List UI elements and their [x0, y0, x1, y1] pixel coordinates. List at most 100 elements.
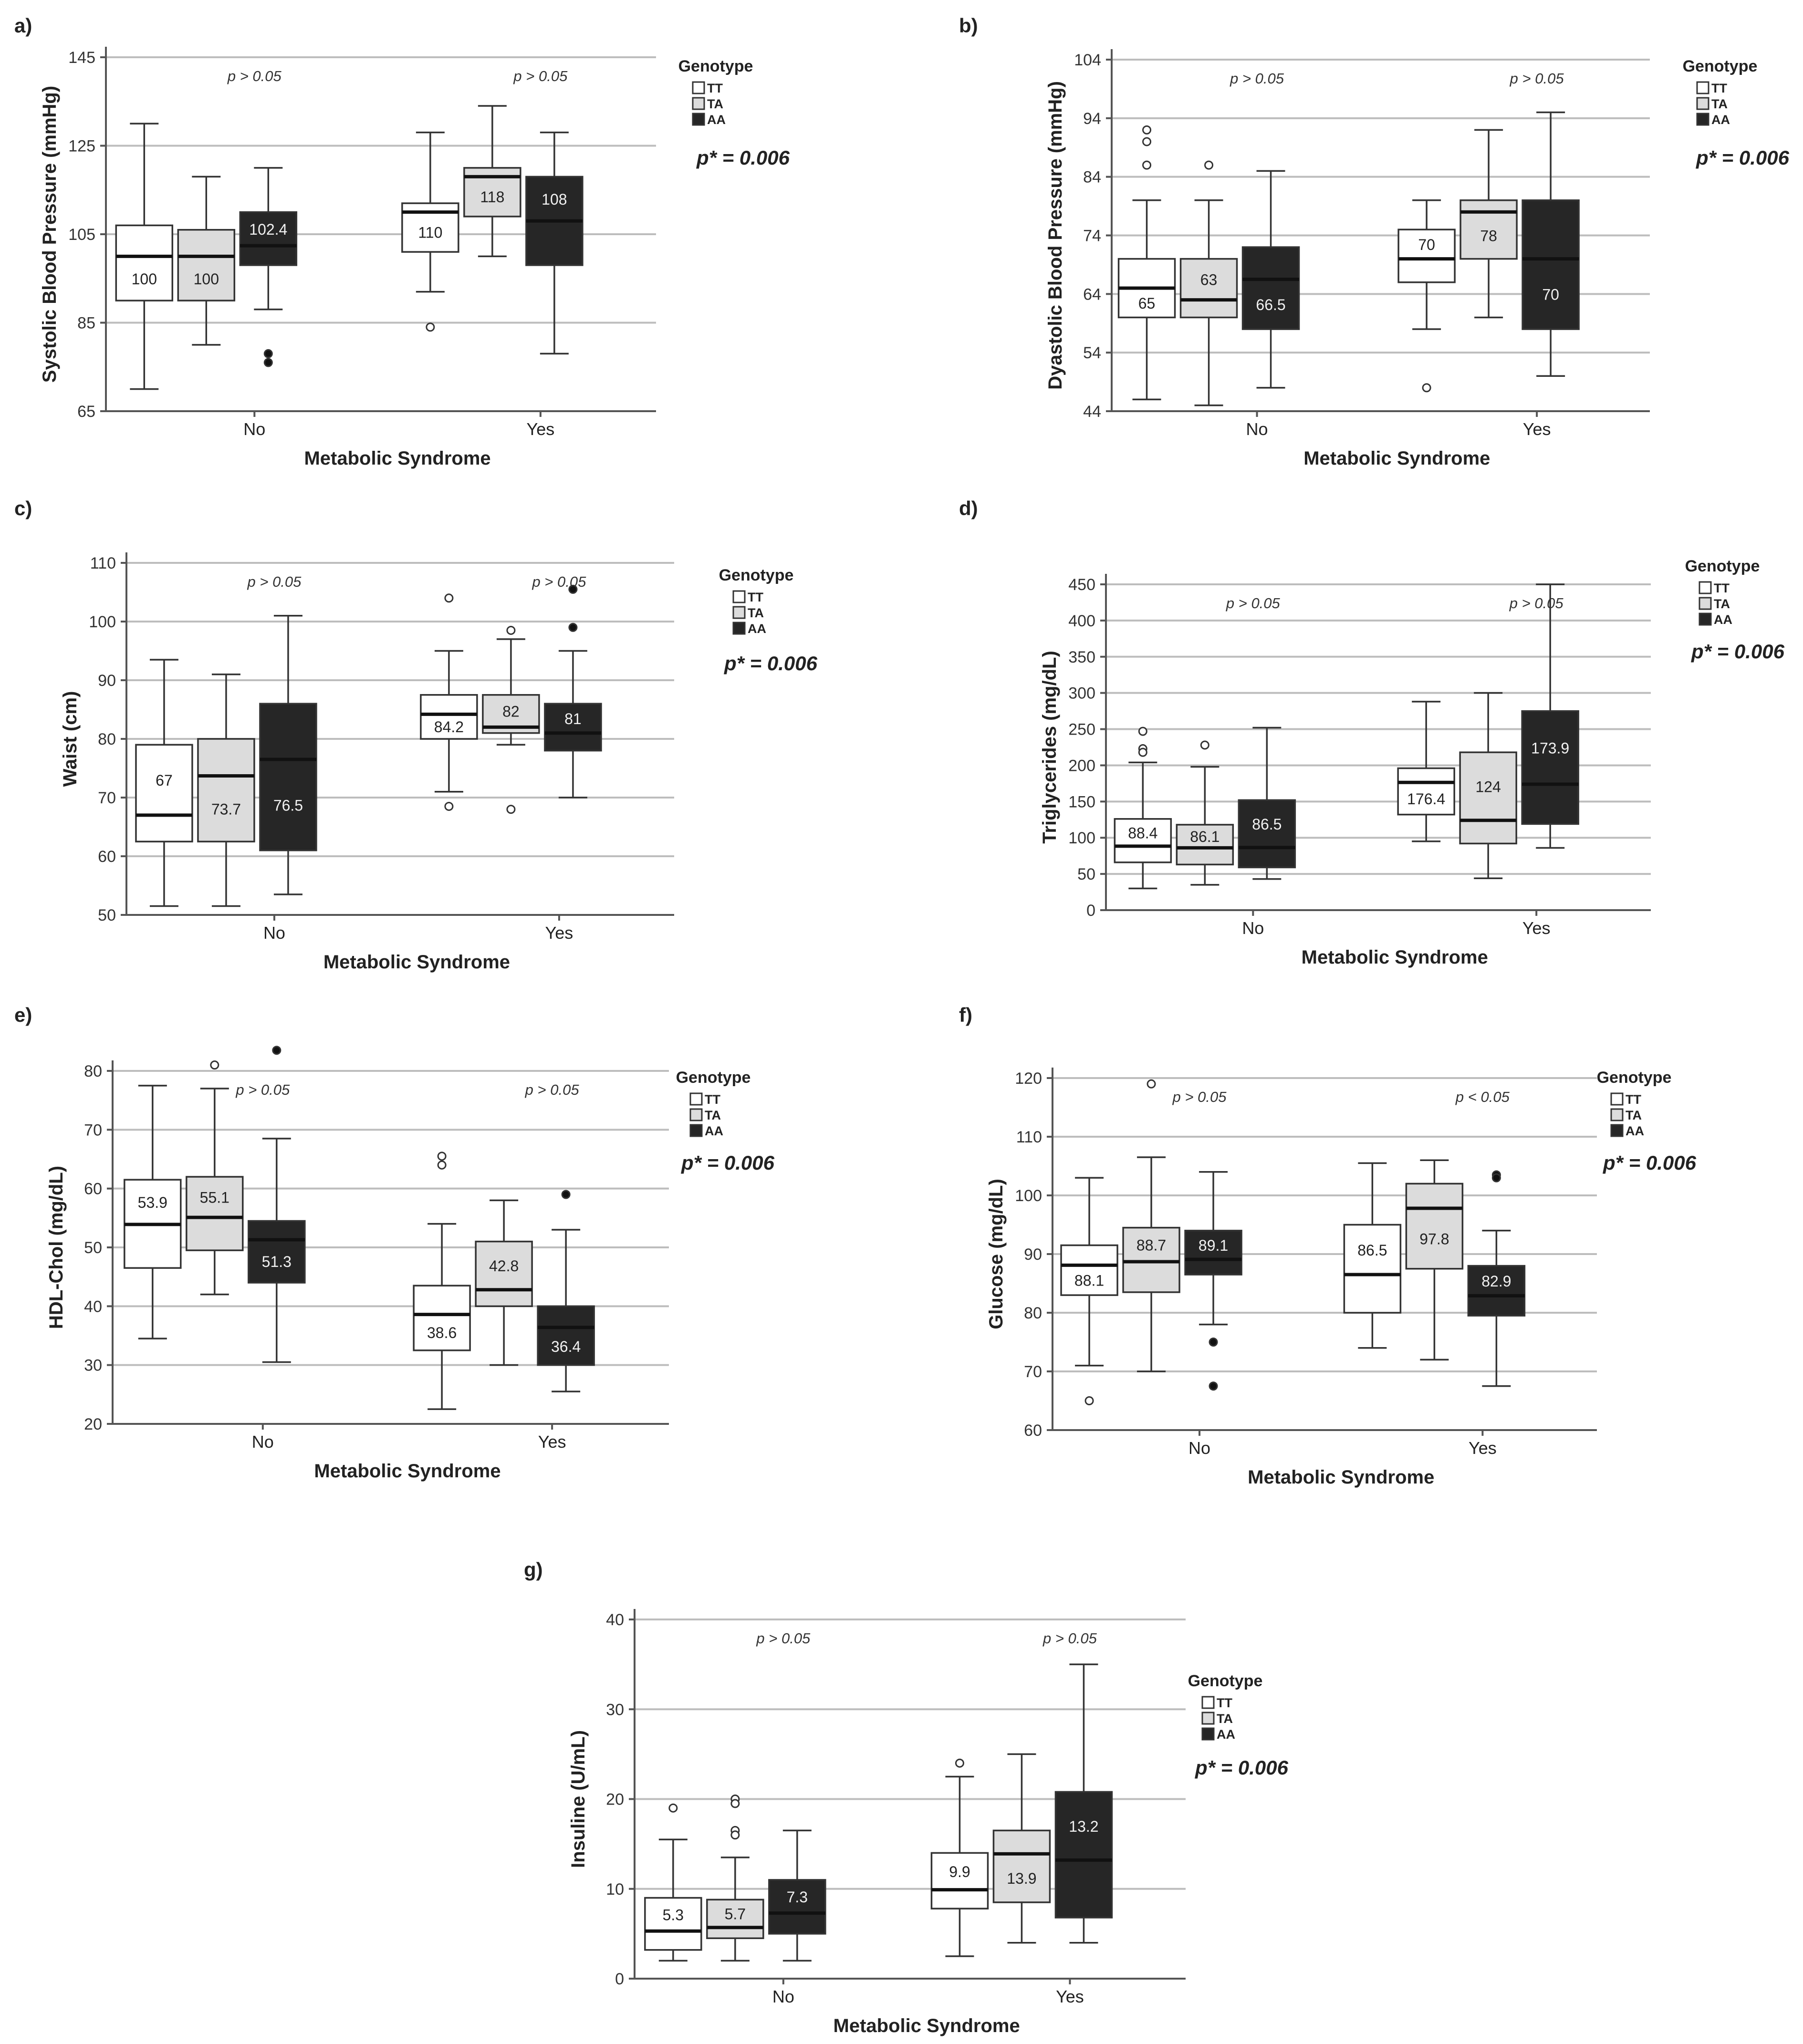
iqr-box — [1459, 199, 1518, 260]
group-p-value-yes: p < 0.05 — [1455, 1089, 1510, 1105]
y-tick-label: 105 — [68, 226, 95, 244]
legend-title: Genotype — [678, 57, 753, 75]
median-value-label: 9.9 — [949, 1863, 970, 1880]
outlier-point — [568, 584, 578, 594]
box-tt-no: 65 — [1117, 125, 1176, 401]
iqr-box — [1343, 1224, 1402, 1314]
panel-f: f) 60 70 80 90 100 110 120 Glucose (mg/dL) Metabo… — [959, 1004, 1697, 1488]
group-p-value-no: p > 0.05 — [756, 1630, 811, 1647]
outlier-point — [730, 1830, 740, 1840]
iqr-box — [768, 1879, 826, 1935]
y-tick-label: 110 — [90, 554, 116, 572]
panel-b: b) 44 54 64 74 84 94 104 Dyastolic Blood Pressur… — [959, 14, 1790, 469]
median-value-label: 176.4 — [1407, 790, 1445, 808]
y-tick-label: 60 — [98, 848, 116, 866]
legend-label-ta: TA — [705, 1108, 721, 1122]
box-aa-no: 86.5 — [1238, 726, 1296, 880]
median-value-label: 88.7 — [1136, 1236, 1166, 1254]
box-aa-yes: 108 — [525, 131, 584, 355]
overall-p-value: p* = 0.006 — [696, 146, 790, 169]
outlier-point — [506, 625, 516, 635]
median-value-label: 89.1 — [1199, 1237, 1228, 1254]
outlier-point — [568, 623, 578, 632]
legend-swatch-aa — [1699, 612, 1712, 626]
median-value-label: 66.5 — [1256, 296, 1285, 313]
y-tick-label: 64 — [1083, 285, 1101, 303]
iqr-box — [1521, 710, 1579, 825]
median-value-label: 100 — [194, 270, 219, 288]
legend-swatch-tt — [689, 1092, 703, 1106]
overall-p-value: p* = 0.006 — [681, 1152, 775, 1174]
legend-label-ta: TA — [1217, 1712, 1233, 1726]
box-aa-yes: 13.2 — [1054, 1663, 1113, 1944]
outlier-point — [1146, 1079, 1156, 1089]
legend-label-aa: AA — [1217, 1727, 1235, 1742]
box-tt-yes: 86.5 — [1343, 1162, 1402, 1349]
panel-c-letter: c) — [14, 497, 32, 519]
box-ta-yes: 42.8 — [475, 1199, 533, 1366]
iqr-box — [1054, 1791, 1113, 1919]
legend-label-tt: TT — [1714, 581, 1730, 595]
y-axis-title: HDL-Chol (mg/dL) — [46, 1166, 67, 1329]
iqr-box — [239, 211, 298, 266]
y-tick-label: 145 — [68, 49, 95, 67]
iqr-box — [248, 1220, 306, 1284]
panel-b-letter: b) — [959, 14, 978, 37]
median-value-label: 82 — [502, 703, 520, 720]
outlier-point — [1422, 383, 1431, 393]
y-tick-label: 10 — [606, 1880, 624, 1899]
group-p-value-yes: p > 0.05 — [513, 68, 568, 84]
x-tick-label-yes: Yes — [1522, 918, 1551, 938]
y-tick-label: 20 — [606, 1791, 624, 1809]
box-tt-yes: 38.6 — [413, 1152, 471, 1410]
box-ta-no: 5.7 — [706, 1795, 764, 1962]
overall-p-value: p* = 0.006 — [1603, 1152, 1697, 1174]
box-tt-no: 100 — [115, 123, 174, 390]
y-tick-label: 30 — [84, 1357, 102, 1375]
iqr-box — [537, 1305, 595, 1366]
iqr-box — [1397, 767, 1455, 816]
overall-p-value: p* = 0.006 — [1691, 640, 1785, 663]
y-tick-label: 50 — [84, 1239, 102, 1257]
y-tick-label: 60 — [84, 1180, 102, 1198]
overall-p-value: p* = 0.006 — [724, 652, 818, 674]
y-axis-title: Glucose (mg/dL) — [986, 1179, 1007, 1329]
legend-swatch-ta — [1610, 1108, 1624, 1121]
iqr-box — [930, 1852, 989, 1909]
iqr-box — [544, 703, 602, 752]
outlier-point — [444, 593, 454, 603]
box-ta-yes: 118 — [463, 105, 521, 258]
y-tick-label: 84 — [1083, 168, 1101, 187]
outlier-point — [1209, 1338, 1218, 1347]
panel-e-letter: e) — [14, 1004, 32, 1026]
legend-swatch-aa — [1201, 1727, 1215, 1741]
group-p-value-no: p > 0.05 — [235, 1081, 290, 1098]
y-tick-label: 120 — [1015, 1069, 1042, 1088]
y-tick-label: 40 — [606, 1611, 624, 1629]
y-tick-label: 110 — [1016, 1128, 1042, 1146]
legend-swatch-ta — [692, 97, 705, 110]
legend-title: Genotype — [1597, 1069, 1672, 1087]
iqr-box — [197, 738, 255, 842]
legend-swatch-aa — [1696, 113, 1709, 126]
median-value-label: 88.1 — [1074, 1272, 1104, 1289]
group-p-value-yes: p > 0.05 — [525, 1081, 580, 1098]
outlier-point — [437, 1160, 447, 1170]
y-axis-title: Insuline (U/mL) — [568, 1730, 589, 1868]
y-tick-label: 100 — [1068, 829, 1095, 847]
median-value-label: 53.9 — [138, 1194, 167, 1211]
box-tt-no: 53.9 — [124, 1085, 182, 1339]
box-tt-no: 88.4 — [1114, 726, 1172, 890]
group-p-value-no: p > 0.05 — [227, 68, 282, 84]
legend-label-aa: AA — [1626, 1124, 1644, 1138]
iqr-box — [135, 744, 193, 843]
y-tick-label: 350 — [1068, 648, 1095, 666]
iqr-box — [644, 1897, 702, 1951]
y-tick-label: 40 — [84, 1297, 102, 1316]
group-p-value-no: p > 0.05 — [1226, 595, 1281, 612]
legend-swatch-tt — [1696, 81, 1709, 94]
outlier-point — [272, 1046, 281, 1055]
